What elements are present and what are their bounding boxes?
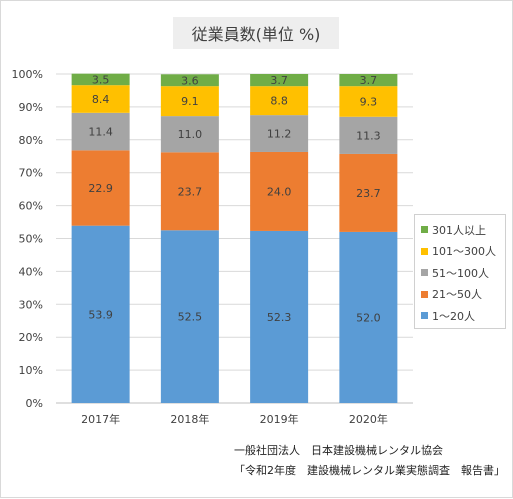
data-label: 11.4 (88, 126, 113, 139)
data-label: 9.1 (181, 95, 199, 108)
legend-item: 301人以上 (421, 219, 505, 241)
y-tick-label: 0% (26, 397, 43, 410)
legend-label: 101～300人 (432, 245, 496, 259)
legend-swatch (421, 269, 428, 277)
legend-label: 51～100人 (432, 266, 489, 280)
x-tick-label: 2017年 (81, 412, 120, 426)
bar-segment (160, 74, 219, 87)
bar-segment (160, 230, 219, 403)
data-label: 52.3 (267, 311, 292, 324)
data-label: 9.3 (360, 95, 378, 108)
data-label: 11.2 (267, 128, 292, 141)
bar-segment (250, 151, 309, 231)
bar-segment (71, 73, 130, 86)
bar-segment (71, 225, 130, 403)
legend-item: 21～50人 (421, 284, 505, 306)
data-label: 52.5 (178, 311, 203, 324)
bar-segment (250, 115, 309, 152)
source-organization: 一般社団法人 日本建設機械レンタル協会 (234, 444, 443, 457)
data-label: 23.7 (178, 185, 203, 198)
legend-swatch (421, 226, 428, 234)
bar-segment (71, 150, 130, 226)
y-tick-label: 90% (19, 101, 43, 114)
y-tick-label: 10% (19, 364, 43, 377)
legend-label: 1～20人 (432, 309, 475, 323)
bar-segment (160, 86, 219, 117)
data-label: 11.3 (356, 129, 381, 142)
data-label: 3.7 (270, 74, 288, 87)
data-label: 3.6 (181, 74, 199, 87)
x-tick-label: 2018年 (170, 412, 209, 426)
data-label: 11.0 (178, 128, 203, 141)
x-tick-label: 2020年 (349, 412, 388, 426)
data-label: 8.8 (270, 95, 288, 108)
y-tick-label: 50% (19, 233, 43, 246)
legend-item: 51～100人 (421, 262, 505, 284)
y-tick-label: 20% (19, 331, 43, 344)
bar-segment (160, 116, 219, 153)
legend-swatch (421, 312, 428, 320)
legend-item: 1～20人 (421, 305, 505, 327)
data-label: 53.9 (88, 308, 113, 321)
data-label: 3.5 (92, 73, 110, 86)
y-tick-label: 30% (19, 298, 43, 311)
y-tick-label: 100% (12, 68, 43, 81)
legend-swatch (421, 247, 428, 255)
bar-segment (71, 85, 130, 113)
bar-segment (339, 116, 398, 154)
bar-segment (71, 112, 130, 151)
legend-item: 101～300人 (421, 241, 505, 263)
x-tick-label: 2019年 (260, 412, 299, 426)
legend-label: 21～50人 (432, 288, 482, 302)
legend-swatch (421, 290, 428, 298)
legend-label: 301人以上 (432, 223, 486, 237)
data-label: 3.7 (360, 74, 378, 87)
data-label: 52.0 (356, 311, 381, 324)
y-tick-label: 40% (19, 265, 43, 278)
y-tick-label: 80% (19, 134, 43, 147)
bar-segment (160, 152, 219, 231)
bar-segment (250, 86, 309, 116)
bar-segment (250, 230, 309, 403)
chart-legend: 301人以上 101～300人 51～100人 21～50人 1～20人 (414, 214, 506, 329)
bar-segment (339, 86, 398, 117)
bar-segment (339, 231, 398, 403)
bar-segment (339, 74, 398, 87)
y-tick-label: 60% (19, 200, 43, 213)
data-label: 22.9 (88, 182, 113, 195)
bar-segment (250, 74, 309, 87)
y-tick-label: 70% (19, 167, 43, 180)
bar-segment (339, 153, 398, 232)
source-report-title: 「令和2年度 建設機械レンタル業実態調査 報告書」 (234, 464, 505, 477)
data-label: 23.7 (356, 187, 381, 200)
data-label: 8.4 (92, 93, 110, 106)
chart-title: 従業員数(単位 %) (173, 17, 339, 49)
data-label: 24.0 (267, 185, 292, 198)
